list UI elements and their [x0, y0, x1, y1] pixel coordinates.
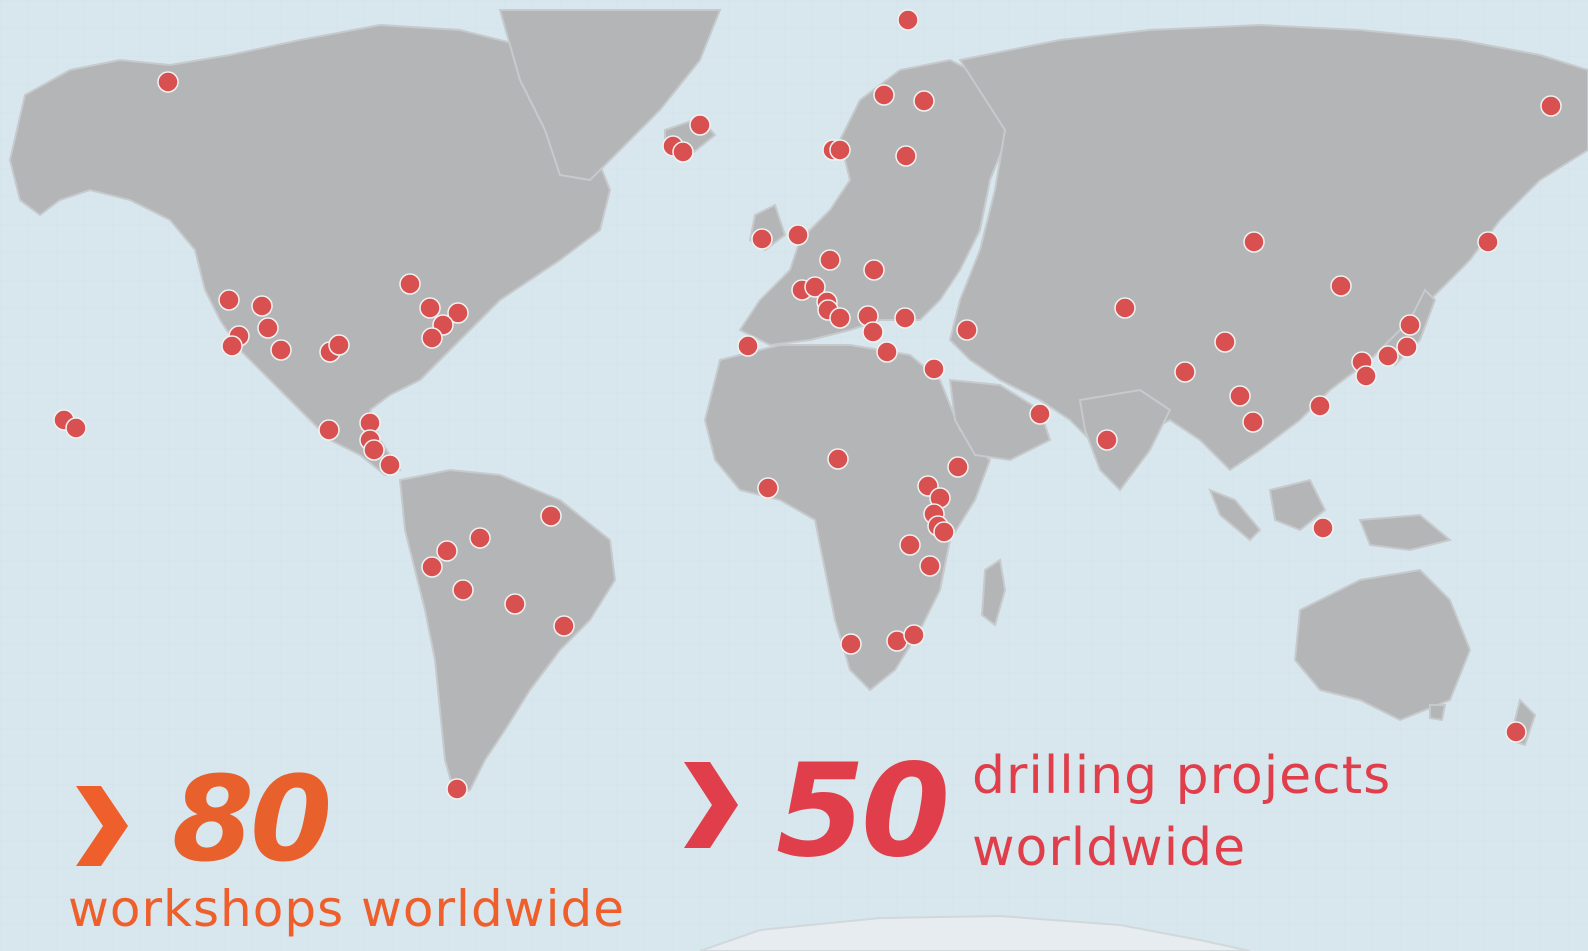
- circle-marker-icon: [65, 417, 87, 439]
- circle-marker-icon: [1505, 721, 1527, 743]
- circle-marker-icon: [919, 555, 941, 577]
- circle-marker-icon: [829, 139, 851, 161]
- circle-marker-icon: [1214, 331, 1236, 353]
- circle-marker-icon: [956, 319, 978, 341]
- circle-marker-icon: [421, 556, 443, 578]
- circle-marker-icon: [897, 9, 919, 31]
- circle-marker-icon: [894, 307, 916, 329]
- circle-marker-icon: [419, 297, 441, 319]
- circle-marker-icon: [379, 454, 401, 476]
- circle-marker-icon: [328, 334, 350, 356]
- circle-marker-icon: [447, 302, 469, 324]
- circle-marker-icon: [899, 534, 921, 556]
- circle-marker-icon: [1229, 385, 1251, 407]
- landmass-borneo: [1268, 478, 1327, 532]
- landmass-sumatra: [1208, 488, 1262, 542]
- landmass-greenland: [498, 9, 722, 182]
- circle-marker-icon: [504, 593, 526, 615]
- circle-marker-icon: [270, 339, 292, 361]
- circle-marker-icon: [1242, 411, 1264, 433]
- chevron-right-icon: [76, 786, 128, 866]
- circle-marker-icon: [399, 273, 421, 295]
- circle-marker-icon: [218, 289, 240, 311]
- circle-marker-icon: [1330, 275, 1352, 297]
- circle-marker-icon: [553, 615, 575, 637]
- circle-marker-icon: [469, 527, 491, 549]
- drilling-count: 50: [776, 737, 950, 886]
- circle-marker-icon: [1396, 336, 1418, 358]
- circle-marker-icon: [672, 141, 694, 163]
- circle-marker-icon: [827, 448, 849, 470]
- circle-marker-icon: [1096, 429, 1118, 451]
- circle-marker-icon: [436, 540, 458, 562]
- circle-marker-icon: [862, 321, 884, 343]
- landmasses: [8, 9, 1588, 797]
- drilling-label-line1: drilling projects: [972, 746, 1392, 806]
- circle-marker-icon: [873, 84, 895, 106]
- circle-marker-icon: [1174, 361, 1196, 383]
- circle-marker-icon: [1355, 365, 1377, 387]
- circle-marker-icon: [1377, 345, 1399, 367]
- circle-marker-icon: [1114, 297, 1136, 319]
- landmass-antarctica: [699, 914, 1251, 951]
- circle-marker-icon: [446, 778, 468, 800]
- circle-marker-icon: [1477, 231, 1499, 253]
- landmass-new-guinea: [1358, 513, 1453, 552]
- circle-marker-icon: [1399, 314, 1421, 336]
- circle-marker-icon: [257, 317, 279, 339]
- project-markers: [53, 9, 1562, 800]
- circle-marker-icon: [787, 224, 809, 246]
- circle-marker-icon: [819, 249, 841, 271]
- circle-marker-icon: [903, 624, 925, 646]
- circle-marker-icon: [1243, 231, 1265, 253]
- circle-marker-icon: [452, 579, 474, 601]
- circle-marker-icon: [1029, 403, 1051, 425]
- landmass-north-america: [8, 23, 612, 477]
- circle-marker-icon: [947, 456, 969, 478]
- circle-marker-icon: [737, 335, 759, 357]
- circle-marker-icon: [540, 505, 562, 527]
- circle-marker-icon: [757, 477, 779, 499]
- circle-marker-icon: [1312, 517, 1334, 539]
- circle-marker-icon: [923, 358, 945, 380]
- workshops-count: 80: [172, 750, 332, 888]
- circle-marker-icon: [895, 145, 917, 167]
- landmass-arabia: [948, 378, 1052, 462]
- circle-marker-icon: [251, 295, 273, 317]
- drilling-label-line2: worldwide: [972, 818, 1247, 878]
- circle-marker-icon: [318, 419, 340, 441]
- landmass-tasmania: [1429, 704, 1447, 722]
- circle-marker-icon: [221, 335, 243, 357]
- circle-marker-icon: [840, 633, 862, 655]
- circle-marker-icon: [363, 439, 385, 461]
- circle-marker-icon: [751, 228, 773, 250]
- circle-marker-icon: [913, 90, 935, 112]
- landmass-madagascar: [980, 558, 1007, 627]
- landmass-india: [1078, 388, 1172, 492]
- landmass-australia: [1293, 568, 1472, 722]
- circle-marker-icon: [876, 341, 898, 363]
- circle-marker-icon: [804, 276, 826, 298]
- workshops-label: workshops worldwide: [68, 880, 625, 938]
- circle-marker-icon: [421, 327, 443, 349]
- circle-marker-icon: [689, 114, 711, 136]
- circle-marker-icon: [829, 307, 851, 329]
- circle-marker-icon: [1309, 395, 1331, 417]
- landmass-asia: [948, 23, 1588, 472]
- circle-marker-icon: [157, 71, 179, 93]
- chevron-right-icon: [684, 762, 738, 848]
- circle-marker-icon: [863, 259, 885, 281]
- circle-marker-icon: [1540, 95, 1562, 117]
- circle-marker-icon: [933, 521, 955, 543]
